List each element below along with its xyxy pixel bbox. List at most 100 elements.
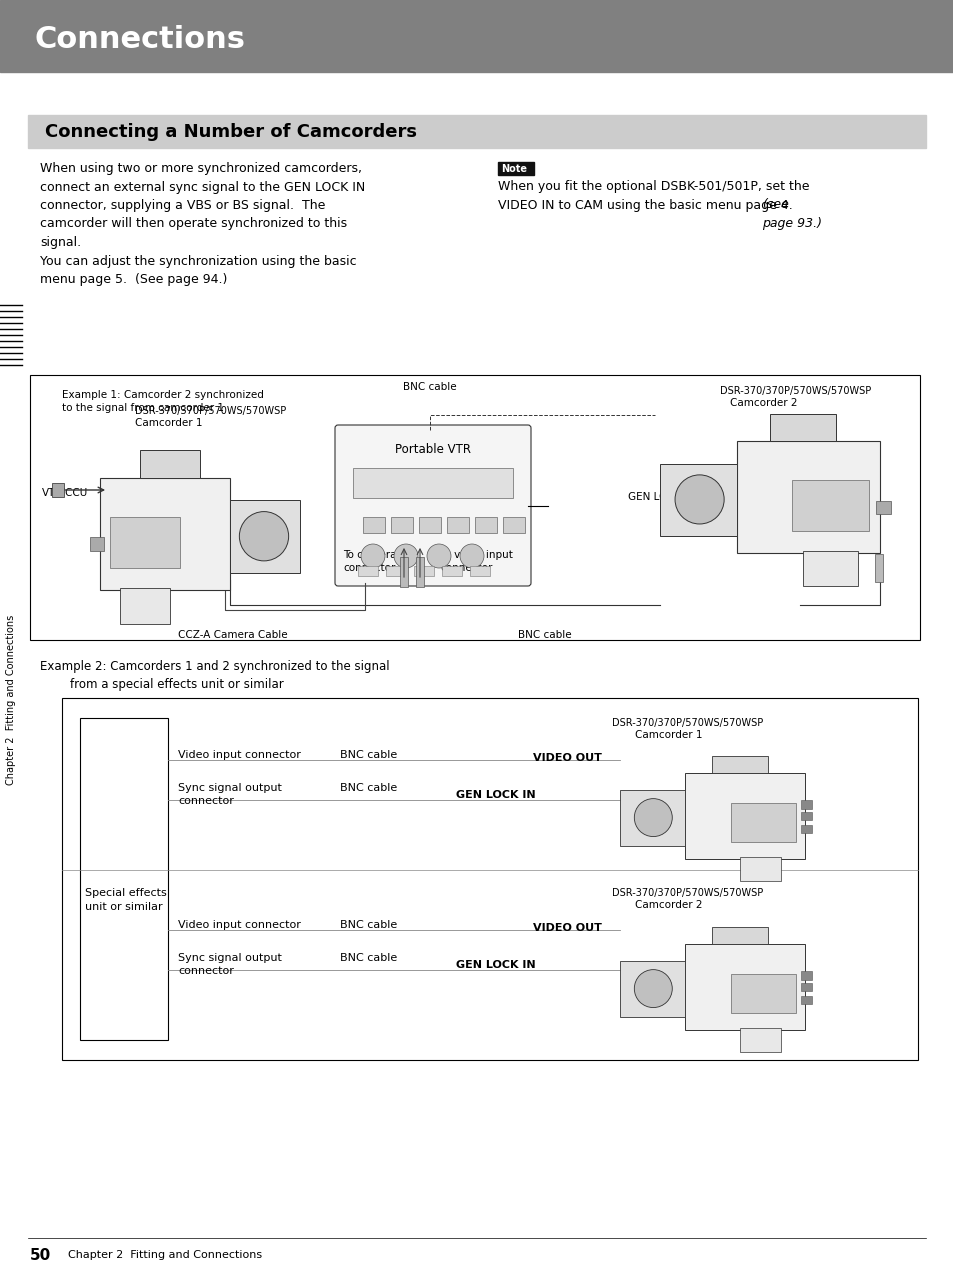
Text: Chapter 2  Fitting and Connections: Chapter 2 Fitting and Connections — [68, 1250, 262, 1260]
Bar — [475, 517, 497, 533]
Bar — [62, 698, 917, 1060]
Text: BNC cable: BNC cable — [403, 382, 456, 392]
Circle shape — [634, 799, 672, 837]
Text: Video input connector: Video input connector — [178, 750, 300, 761]
Bar — [730, 973, 795, 1013]
Bar — [353, 468, 513, 498]
Bar — [684, 944, 804, 1029]
Bar — [230, 501, 299, 573]
Bar — [712, 926, 767, 944]
Text: VIDEO OUT: VIDEO OUT — [533, 922, 601, 933]
Text: DSR-370/370P/570WS/570WSP: DSR-370/370P/570WS/570WSP — [720, 386, 870, 396]
Text: DSR-370/370P/570WS/570WSP: DSR-370/370P/570WS/570WSP — [612, 888, 762, 898]
Bar — [801, 800, 812, 809]
Text: BNC cable: BNC cable — [339, 784, 396, 792]
Text: DSR-370/370P/570WS/570WSP: DSR-370/370P/570WS/570WSP — [135, 406, 286, 417]
Bar — [447, 517, 469, 533]
Text: To video input
connector: To video input connector — [439, 550, 513, 573]
Bar — [391, 517, 413, 533]
Bar — [801, 824, 812, 833]
Text: Example 1: Camcorder 2 synchronized
to the signal from camcorder 1: Example 1: Camcorder 2 synchronized to t… — [62, 390, 264, 413]
Bar — [730, 803, 795, 842]
Text: Camcorder 1: Camcorder 1 — [635, 730, 701, 740]
Text: DSR-370/370P/570WS/570WSP: DSR-370/370P/570WS/570WSP — [612, 719, 762, 727]
Bar — [418, 517, 440, 533]
Text: Portable VTR: Portable VTR — [395, 443, 471, 456]
FancyBboxPatch shape — [335, 426, 531, 586]
Text: Connections: Connections — [35, 25, 246, 55]
Bar — [502, 517, 524, 533]
Bar — [684, 773, 804, 859]
Text: When using two or more synchronized camcorders,
connect an external sync signal : When using two or more synchronized camc… — [40, 162, 365, 285]
Text: To camera
connector: To camera connector — [343, 550, 396, 573]
Bar — [357, 566, 377, 576]
Bar — [802, 550, 857, 586]
Bar — [659, 464, 737, 536]
Bar — [740, 1028, 781, 1051]
Circle shape — [239, 512, 289, 561]
Bar — [52, 483, 64, 497]
Text: VIDEO OUT: VIDEO OUT — [152, 527, 210, 538]
Text: Video input connector: Video input connector — [178, 920, 300, 930]
Bar — [30, 375, 919, 640]
Circle shape — [360, 544, 385, 568]
Text: (see
page 93.): (see page 93.) — [761, 197, 821, 229]
Circle shape — [427, 544, 451, 568]
Text: Camcorder 2: Camcorder 2 — [729, 397, 797, 408]
Bar — [28, 115, 925, 148]
Bar — [801, 812, 812, 820]
Text: GEN LOCK IN: GEN LOCK IN — [456, 961, 535, 970]
Bar — [619, 790, 684, 846]
Circle shape — [675, 475, 723, 524]
Text: 50: 50 — [30, 1247, 51, 1263]
Bar — [414, 566, 434, 576]
Text: Sync signal output
connector: Sync signal output connector — [178, 784, 281, 806]
Bar — [740, 857, 781, 880]
Text: GEN LOCK IN: GEN LOCK IN — [627, 492, 695, 502]
Text: BNC cable: BNC cable — [339, 953, 396, 963]
Bar — [386, 566, 406, 576]
Text: GEN LOCK IN: GEN LOCK IN — [456, 790, 535, 800]
Bar — [619, 961, 684, 1017]
Bar — [80, 719, 168, 1040]
Text: Special effects
unit or similar: Special effects unit or similar — [85, 888, 167, 912]
Bar — [470, 566, 490, 576]
Bar — [441, 566, 461, 576]
Text: BNC cable: BNC cable — [339, 920, 396, 930]
Bar — [801, 971, 812, 980]
Text: Connecting a Number of Camcorders: Connecting a Number of Camcorders — [45, 124, 416, 141]
Bar — [875, 501, 890, 513]
Text: Sync signal output
connector: Sync signal output connector — [178, 953, 281, 976]
Bar — [712, 755, 767, 773]
Text: VTR/CCU: VTR/CCU — [42, 488, 89, 498]
Bar — [399, 557, 408, 587]
Text: VIDEO OUT: VIDEO OUT — [533, 753, 601, 763]
Bar — [0, 0, 953, 73]
Bar — [737, 441, 879, 553]
Text: VIDEO OUT: VIDEO OUT — [679, 508, 738, 519]
Bar — [801, 982, 812, 991]
Bar — [497, 162, 534, 175]
Bar — [90, 538, 104, 550]
Bar — [801, 995, 812, 1004]
Circle shape — [634, 970, 672, 1008]
Circle shape — [459, 544, 483, 568]
Bar — [791, 480, 868, 531]
Bar — [874, 554, 882, 582]
Bar — [120, 587, 170, 623]
Bar — [769, 414, 835, 441]
Bar — [416, 557, 423, 587]
Text: CCZ-A Camera Cable: CCZ-A Camera Cable — [178, 631, 287, 640]
Circle shape — [394, 544, 417, 568]
Bar — [140, 450, 200, 478]
Text: Note: Note — [500, 163, 526, 173]
Text: BNC cable: BNC cable — [517, 631, 571, 640]
Text: Chapter 2  Fitting and Connections: Chapter 2 Fitting and Connections — [6, 615, 16, 785]
Bar — [110, 517, 180, 568]
Text: Camcorder 2: Camcorder 2 — [635, 899, 701, 910]
Text: Camcorder 1: Camcorder 1 — [135, 418, 202, 428]
Bar — [363, 517, 385, 533]
Text: When you fit the optional DSBK-501/501P, set the
VIDEO IN to CAM using the basic: When you fit the optional DSBK-501/501P,… — [497, 180, 809, 211]
Text: Example 2: Camcorders 1 and 2 synchronized to the signal
        from a special : Example 2: Camcorders 1 and 2 synchroniz… — [40, 660, 389, 691]
Bar — [100, 478, 230, 590]
